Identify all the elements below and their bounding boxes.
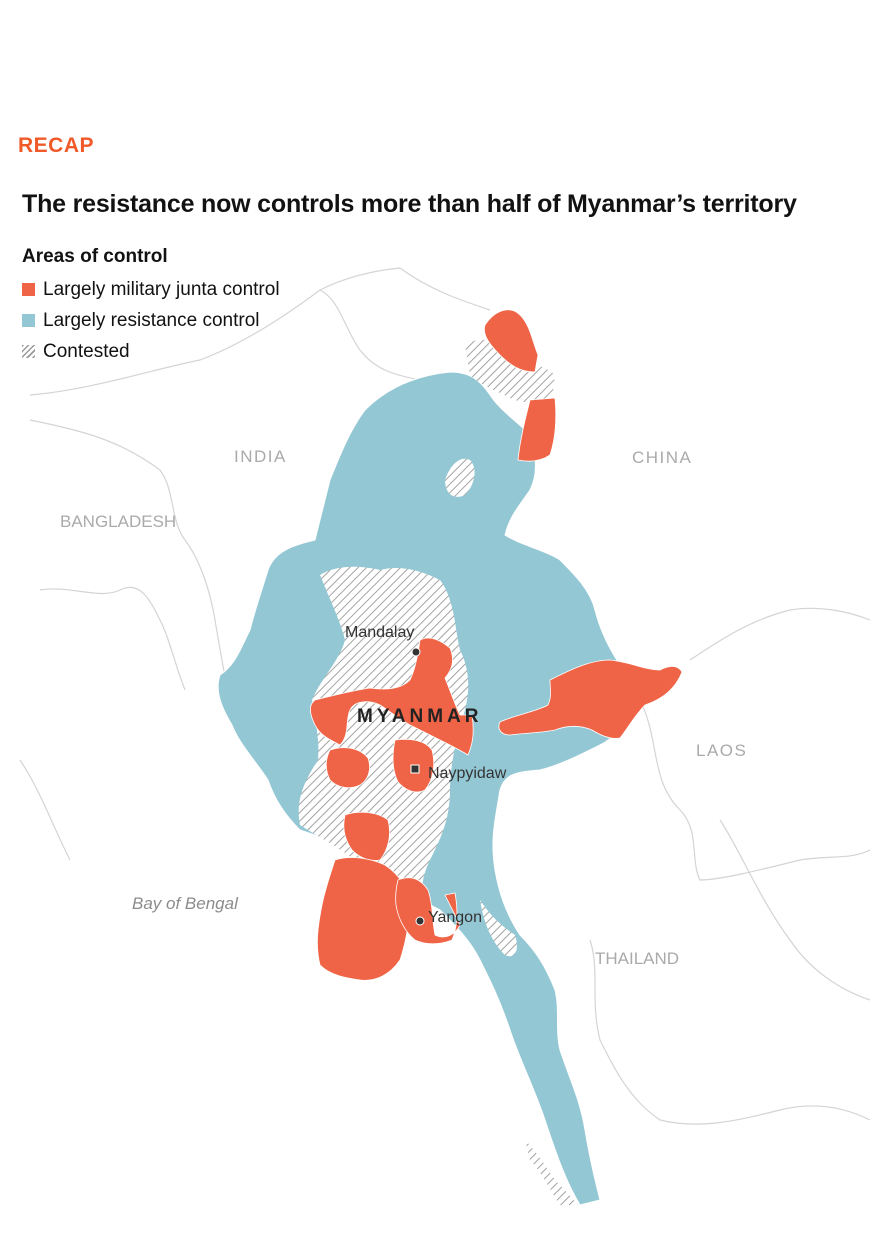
junta-area-kachin-east <box>517 397 557 462</box>
yangon-marker <box>415 916 425 926</box>
legend-label-junta: Largely military junta control <box>43 278 280 300</box>
contested-area-south-east <box>480 900 517 957</box>
sea-label-bay-of-bengal: Bay of Bengal <box>132 894 239 913</box>
headline: The resistance now controls more than ha… <box>22 190 797 218</box>
laos-thailand-border <box>639 699 871 881</box>
country-label-china: CHINA <box>632 448 692 467</box>
city-label-naypyidaw: Naypyidaw <box>428 765 507 782</box>
resistance-swatch <box>22 314 35 327</box>
junta-area-yangon <box>395 877 461 945</box>
naypyidaw-marker <box>410 764 420 774</box>
junta-areas <box>310 309 683 981</box>
china-west-border <box>399 267 491 311</box>
country-label-bangladesh: BANGLADESH <box>60 512 176 531</box>
neighbor-borders <box>19 267 871 1125</box>
bangladesh-coast-border <box>39 586 186 691</box>
kicker-label: RECAP <box>18 134 95 157</box>
legend: Areas of control Largely military junta … <box>22 246 280 367</box>
mandalay-marker <box>411 647 421 657</box>
contested-swatch <box>22 345 35 358</box>
junta-area-shan-east <box>498 659 683 739</box>
country-label-laos: LAOS <box>696 741 747 760</box>
legend-item-junta: Largely military junta control <box>22 274 280 305</box>
india-myanmar-north <box>319 289 421 381</box>
city-label-mandalay: Mandalay <box>345 624 414 641</box>
china-laos-border <box>689 607 871 661</box>
legend-title: Areas of control <box>22 246 168 267</box>
junta-area-mandalay <box>310 637 474 756</box>
legend-label-resistance: Largely resistance control <box>43 309 260 331</box>
india-north-border <box>29 267 401 396</box>
thailand-west-border <box>589 939 871 1125</box>
contested-area-far-north <box>465 339 555 403</box>
contested-area-kachin <box>445 458 475 497</box>
city-yangon: Yangon <box>415 909 482 926</box>
city-mandalay: Mandalay <box>345 624 421 657</box>
junta-area-far-north <box>483 309 539 373</box>
junta-area-magway <box>325 747 370 789</box>
country-label-india: INDIA <box>234 447 287 466</box>
city-label-yangon: Yangon <box>428 909 482 926</box>
country-label-thailand: THAILAND <box>595 949 679 968</box>
country-label-myanmar: MYANMAR <box>357 706 482 727</box>
legend-label-contested: Contested <box>43 340 130 362</box>
junta-swatch <box>22 283 35 296</box>
junta-area-ayeyarwady <box>316 857 411 981</box>
legend-item-resistance: Largely resistance control <box>22 305 280 336</box>
legend-item-contested: Contested <box>22 336 280 367</box>
india-coast <box>19 759 71 861</box>
contested-area-tanintharyi <box>525 1140 578 1205</box>
city-naypyidaw: Naypyidaw <box>410 764 507 782</box>
india-bangladesh-border <box>29 419 231 701</box>
thailand-east-border <box>719 819 871 1001</box>
junta-area-bago-west <box>343 811 390 861</box>
